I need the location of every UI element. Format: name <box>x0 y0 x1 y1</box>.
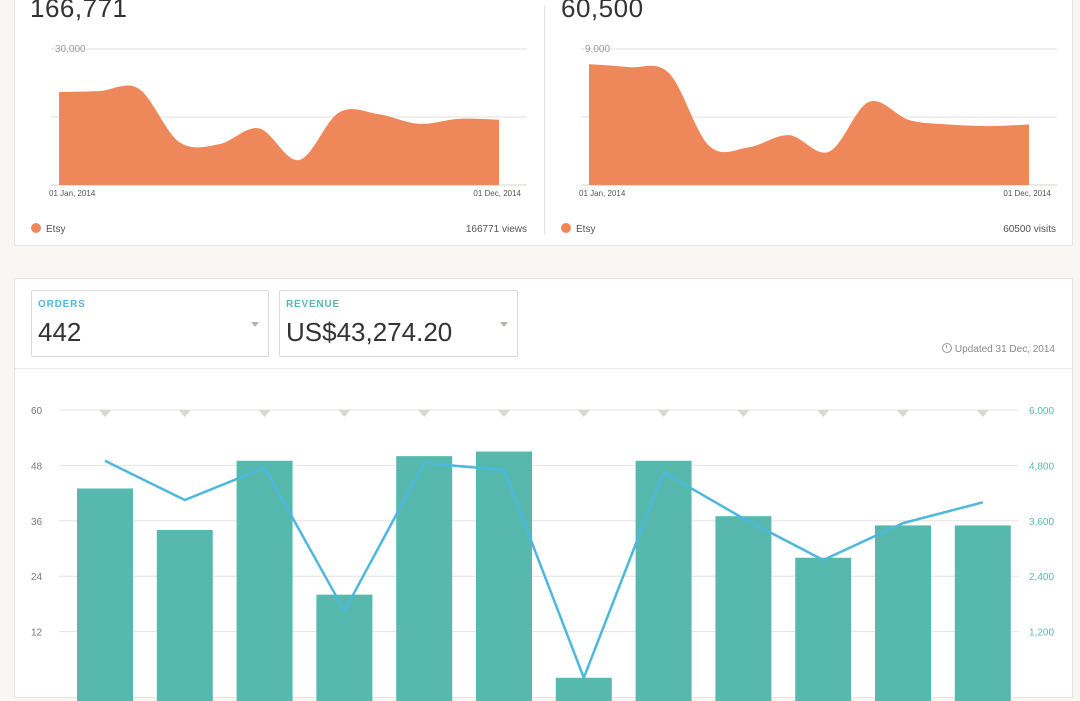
month-marker <box>178 410 191 417</box>
orders-bar <box>635 460 692 701</box>
month-marker <box>737 410 750 417</box>
views-area-chart: 30,000 01 Jan, 2014 01 Dec, 2014 <box>49 45 527 198</box>
orders-label: ORDERS <box>38 299 86 310</box>
orders-bar <box>476 451 532 701</box>
revenue-line <box>104 459 984 680</box>
views-legend-dot <box>31 223 41 233</box>
panel-divider <box>544 5 545 235</box>
revenue-chevron-down-icon[interactable] <box>500 322 508 327</box>
views-x-tick-label: 01 Jan, 2014 <box>49 189 96 198</box>
left-y-tick-label: 24 <box>31 572 43 583</box>
month-marker <box>418 410 431 417</box>
month-marker <box>338 410 351 417</box>
orders-bar <box>555 677 612 701</box>
left-y-tick-label: 36 <box>31 517 43 528</box>
orders-bar <box>396 456 453 701</box>
views-area-series <box>59 85 499 185</box>
revenue-label: REVENUE <box>286 299 340 310</box>
right-y-tick-label: 4,800 <box>1029 461 1054 472</box>
orders-revenue-chart: 60 6,000 48 4,800 36 3,600 24 2,400 12 1,200 <box>31 406 1054 701</box>
visits-area-series <box>589 64 1029 185</box>
orders-bar <box>795 557 852 701</box>
visits-x-tick-label: 01 Jan, 2014 <box>579 189 626 198</box>
month-marker <box>99 410 111 417</box>
views-y-tick-label: 30,000 <box>55 45 86 55</box>
orders-chevron-down-icon[interactable] <box>251 322 259 327</box>
views-legend-label[interactable]: Etsy <box>46 224 66 235</box>
left-y-tick-label: 12 <box>31 628 43 639</box>
clock-icon <box>941 343 952 353</box>
right-y-tick-label: 3,600 <box>1029 517 1054 528</box>
month-marker <box>657 410 670 417</box>
month-marker <box>976 410 989 417</box>
orders-value: 442 <box>38 317 82 347</box>
month-marker <box>817 410 830 417</box>
month-marker <box>897 410 909 417</box>
orders-bar <box>715 516 772 701</box>
right-y-tick-label: 2,400 <box>1029 572 1054 583</box>
visits-area-chart: 9,000 01 Jan, 2014 01 Dec, 2014 <box>579 45 1057 198</box>
traffic-card: 166,771 60,500 30,000 01 Jan, 2014 01 Dec,… <box>14 0 1073 246</box>
orders-bar <box>236 460 293 701</box>
orders-bar <box>954 525 1011 701</box>
orders-selector[interactable]: ORDERS 442 <box>31 290 269 357</box>
views-x-tick-label: 01 Dec, 2014 <box>473 189 521 198</box>
month-marker <box>258 410 271 417</box>
views-legend-total: 166771 views <box>465 224 527 235</box>
visits-total: 60,500 <box>561 0 644 23</box>
visits-legend-total: 60500 visits <box>1003 224 1056 235</box>
month-marker <box>577 410 590 417</box>
revenue-value: US$43,274.20 <box>286 317 453 347</box>
left-y-tick-label: 48 <box>31 461 43 472</box>
orders-bar <box>156 530 213 701</box>
left-y-tick-label: 60 <box>31 406 43 417</box>
visits-y-tick-label: 9,000 <box>585 45 610 55</box>
orders-bar <box>77 488 133 701</box>
visits-legend-label[interactable]: Etsy <box>576 224 596 235</box>
updated-timestamp: Updated 31 Dec, 2014 <box>941 343 1055 355</box>
visits-legend-dot <box>561 223 571 233</box>
updated-text: Updated 31 Dec, 2014 <box>954 344 1055 355</box>
orders-bar <box>875 525 931 701</box>
right-y-tick-label: 1,200 <box>1029 628 1054 639</box>
right-y-tick-label: 6,000 <box>1029 406 1054 417</box>
views-total: 166,771 <box>30 0 128 23</box>
sales-card: ORDERS 442 REVENUE US$43,274.20 Updated … <box>14 278 1073 701</box>
month-marker <box>498 410 510 417</box>
visits-x-tick-label: 01 Dec, 2014 <box>1003 189 1051 198</box>
revenue-selector[interactable]: REVENUE US$43,274.20 <box>279 290 518 357</box>
header-divider <box>15 368 1072 369</box>
